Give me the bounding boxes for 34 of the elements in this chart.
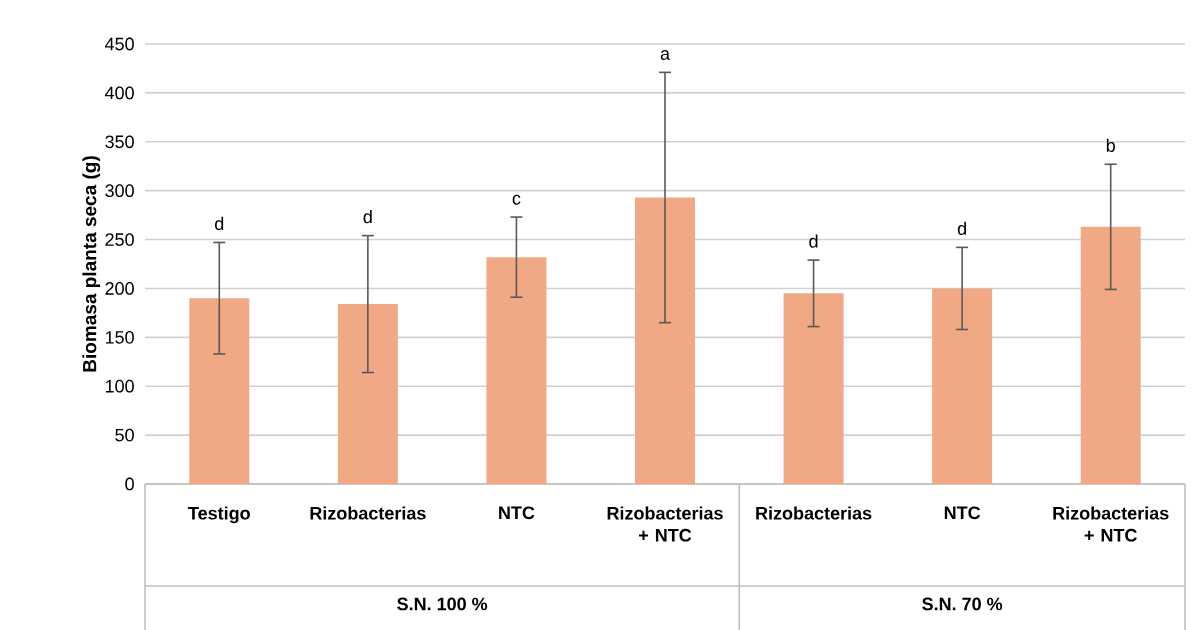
annotation: d [957,221,966,235]
bar [1080,226,1141,484]
text: S.N. 100 % [397,597,488,611]
bar [337,304,398,484]
x-tick-label: Rizobacterias + NTC [607,506,723,542]
annotation: d [363,210,372,224]
x-tick-label: Rizobacterias [310,506,426,520]
x-tick-label: Rizobacterias + NTC [1053,506,1169,542]
x-tick-label: NTC [499,506,535,520]
y-tick-label: 450 [104,37,134,51]
text: S.N. 70 % [922,597,1003,611]
annotation: d [215,216,224,231]
y-tick-label: 400 [104,86,134,100]
x-tick-label: NTC [944,506,981,520]
y-tick-label: 0 [125,477,134,491]
bar [189,298,250,484]
annotation: d [809,234,818,248]
annotation: b [1106,138,1115,152]
x-tick-label: Testigo [188,506,250,524]
annotation: c [512,194,521,205]
bar [486,257,547,484]
x-tick-label: Rizobacterias [756,506,872,520]
bar [635,197,695,484]
bar [932,288,993,484]
y-tick-label: 50 [115,428,134,442]
y-tick-label: 150 [105,330,134,344]
y-tick-label: 350 [105,135,134,149]
y-axis-title: Biomasa planta seca (g) [82,156,101,372]
y-tick-label: 250 [105,233,134,246]
y-tick-label: 100 [105,379,134,393]
y-tick-label: 200 [105,282,134,295]
y-tick-label: 300 [105,184,134,198]
annotation: a [660,50,670,60]
bar [783,293,844,484]
